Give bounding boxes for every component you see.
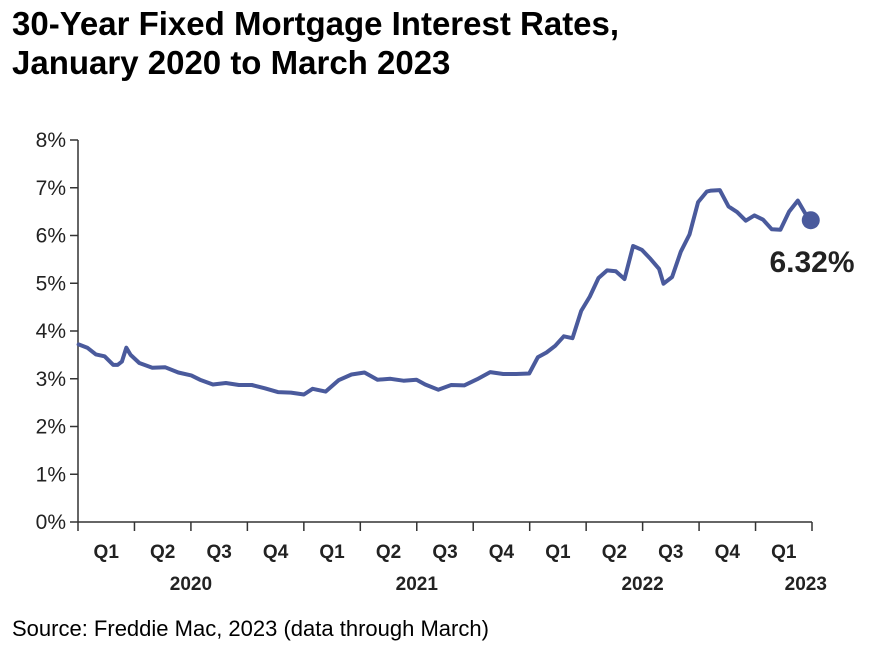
quarter-label: Q3 xyxy=(658,542,683,563)
chart-title: 30-Year Fixed Mortgage Interest Rates, J… xyxy=(12,4,619,82)
y-tick-label: 2% xyxy=(36,416,66,439)
y-tick-label: 7% xyxy=(36,177,66,200)
y-tick-label: 8% xyxy=(36,129,66,152)
y-tick-label: 6% xyxy=(36,225,66,248)
quarter-label: Q1 xyxy=(94,542,120,563)
end-value-label: 6.32% xyxy=(769,246,854,279)
x-axis: Q1 Q2 Q3 Q4 Q1 Q2 Q3 Q4 Q1 Q2 Q3 Q4 Q1 2020 2021 2022 20… xyxy=(77,522,827,595)
year-label: 2021 xyxy=(396,574,439,595)
line-chart: 0%1%2%3%4%5%6%7%8% Q1 Q2 Q3 Q4 Q1 Q2 Q3 Q4 Q1 Q2 Q… xyxy=(36,129,855,595)
quarter-label: Q2 xyxy=(602,542,627,563)
quarter-label: Q2 xyxy=(376,542,401,563)
quarter-label: Q3 xyxy=(206,542,231,563)
y-tick-label: 1% xyxy=(36,463,66,486)
quarter-label: Q1 xyxy=(771,542,797,563)
quarter-label: Q4 xyxy=(489,542,515,563)
source-note: Source: Freddie Mac, 2023 (data through … xyxy=(12,616,489,641)
end-point-marker xyxy=(801,211,820,230)
title-line-1: 30-Year Fixed Mortgage Interest Rates, xyxy=(12,5,620,42)
quarter-label: Q2 xyxy=(150,542,175,563)
quarter-label: Q4 xyxy=(715,542,741,563)
y-tick-label: 0% xyxy=(36,511,66,534)
y-tick-label: 4% xyxy=(36,320,66,343)
quarter-label: Q1 xyxy=(545,542,571,563)
year-label: 2022 xyxy=(621,574,663,595)
year-label: 2023 xyxy=(785,574,827,595)
year-label: 2020 xyxy=(170,574,212,595)
quarter-label: Q3 xyxy=(432,542,457,563)
y-axis: 0% 1% 2% 3% 4% 5% 6% 7% 8% xyxy=(36,129,78,534)
y-tick-label: 5% xyxy=(36,272,66,295)
series-line-mortgage-rate xyxy=(76,188,813,397)
quarter-label: Q4 xyxy=(263,542,289,563)
y-tick-label: 3% xyxy=(36,368,66,391)
title-line-2: January 2020 to March 2023 xyxy=(12,44,451,81)
quarter-label: Q1 xyxy=(319,542,345,563)
